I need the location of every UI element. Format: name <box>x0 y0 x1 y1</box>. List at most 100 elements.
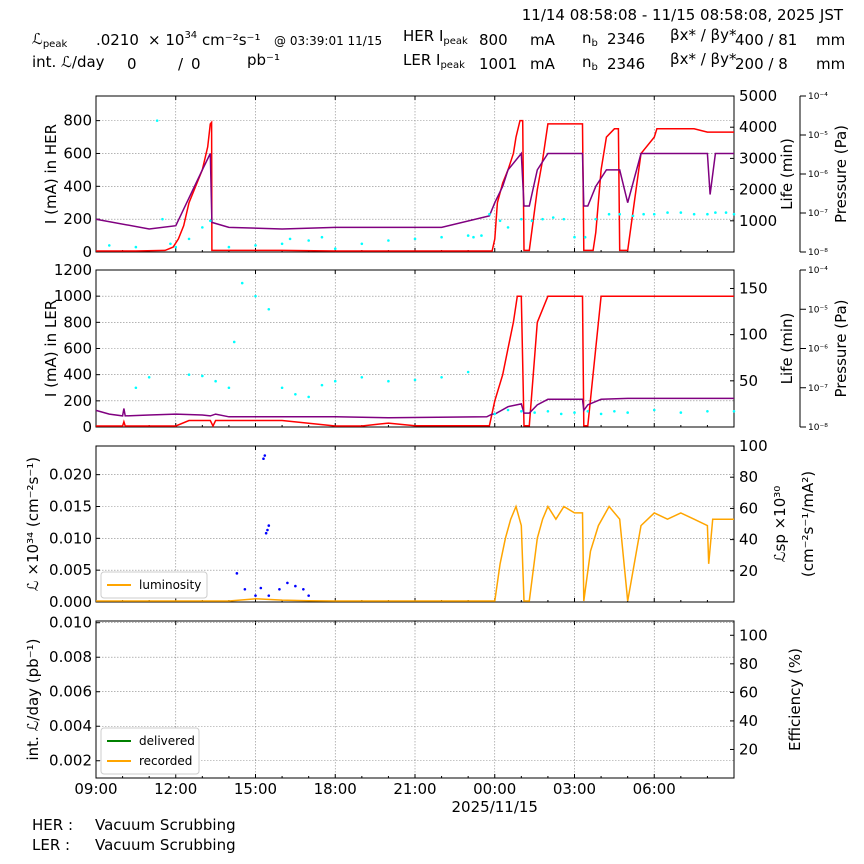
data-point-specific <box>267 524 271 527</box>
y-tick-label: 1000 <box>54 287 92 305</box>
y2-tick-label: 80 <box>739 468 758 486</box>
y-tick-label: 0.015 <box>49 497 92 515</box>
data-point-pressure <box>307 239 310 242</box>
data-point-pressure <box>254 244 257 247</box>
y2-axis-label: ℒsp ×10³⁰ <box>771 486 789 563</box>
series-line-life <box>95 151 734 230</box>
intl-value2: 0 <box>191 55 201 73</box>
data-point-pressure <box>541 217 544 221</box>
y-tick-label: 600 <box>63 340 92 358</box>
her-beta-value: 400 / 81 <box>735 31 798 49</box>
data-point-pressure <box>288 237 292 241</box>
data-point-pressure <box>280 242 284 246</box>
y-tick-label: 800 <box>63 313 92 331</box>
data-point-pressure <box>498 219 502 223</box>
x-tick-label: 15:00 <box>234 780 277 798</box>
data-point-specific <box>266 528 269 532</box>
legend-label: recorded <box>139 754 192 768</box>
data-point-pressure <box>267 307 271 311</box>
y2-axis-label: (cm⁻²s⁻¹/mA²) <box>799 471 817 577</box>
her-nb-label: nb <box>582 29 598 49</box>
data-point-pressure <box>134 245 138 249</box>
y-tick-label: 0 <box>82 418 92 436</box>
x-tick-label: 18:00 <box>314 780 357 798</box>
lpeak-time: @ 03:39:01 11/15 <box>274 34 383 48</box>
ler-peak-value: 1001 <box>479 55 518 73</box>
ler-nb-label: nb <box>582 53 598 73</box>
data-point-pressure <box>583 235 587 239</box>
data-point-pressure <box>618 212 621 216</box>
data-point-pressure <box>440 235 443 239</box>
x-tick-label: 06:00 <box>633 780 676 798</box>
pressure-tick-label: 10⁻⁸ <box>808 248 828 258</box>
y-tick-label: 0.006 <box>49 683 92 701</box>
data-point-pressure <box>254 294 257 298</box>
x-tick-label: 00:00 <box>473 780 516 798</box>
y-tick-label: 1200 <box>54 261 92 279</box>
y-axis-label: I (mA) in LER <box>42 300 60 397</box>
y2-tick-label: 60 <box>739 683 758 701</box>
y-tick-label: 200 <box>63 210 92 228</box>
y2-tick-label: 2000 <box>739 181 777 199</box>
lpeak-unit: × 1034 cm⁻²s⁻¹ <box>148 30 261 49</box>
y2-axis-label: Efficiency (%) <box>786 648 804 751</box>
pressure-tick-label: 10⁻⁴ <box>808 92 828 102</box>
data-point-pressure <box>360 242 364 246</box>
data-point-pressure <box>533 411 536 414</box>
y-axis-label: ℒ ×10³⁴ (cm⁻²s⁻¹) <box>24 457 42 591</box>
her-beta-label: βx* / βy* <box>670 26 737 44</box>
ler-peak-label: LER Ipeak <box>403 51 465 71</box>
y2-tick-label: 20 <box>739 740 758 758</box>
her-status-label: HER : <box>32 816 74 834</box>
y-tick-label: 0 <box>82 243 92 261</box>
data-point-pressure <box>107 244 111 247</box>
y-tick-label: 0.000 <box>49 593 92 611</box>
data-point-pressure <box>520 217 523 221</box>
series-line-current <box>96 119 734 252</box>
intl-unit: pb⁻¹ <box>247 51 280 69</box>
y2-tick-label: 5000 <box>739 87 777 105</box>
data-point-pressure <box>666 211 669 214</box>
ler-status-label: LER : <box>32 836 71 854</box>
data-point-specific <box>263 454 267 457</box>
x-axis-date-label: 2025/11/15 <box>452 798 538 816</box>
data-point-pressure <box>586 410 590 413</box>
data-point-pressure <box>530 219 534 223</box>
data-point-pressure <box>613 410 616 413</box>
data-point-pressure <box>161 217 164 221</box>
y-tick-label: 0.010 <box>49 529 92 547</box>
data-point-specific <box>302 587 305 591</box>
data-point-pressure <box>599 412 603 416</box>
y-axis-label: I (mA) in HER <box>42 124 60 224</box>
data-point-pressure <box>506 226 510 229</box>
data-point-pressure <box>240 281 244 285</box>
data-point-pressure <box>169 242 172 246</box>
series-line-life <box>95 397 734 419</box>
data-point-pressure <box>155 119 159 122</box>
data-point-pressure <box>642 212 645 216</box>
lpeak-value: .0210 <box>96 31 139 49</box>
y2-tick-label: 80 <box>739 655 758 673</box>
y-tick-label: 0.008 <box>49 648 92 666</box>
data-point-specific <box>286 581 289 585</box>
data-point-specific <box>264 531 268 535</box>
data-point-pressure <box>488 212 491 216</box>
y2-tick-label: 20 <box>739 562 758 580</box>
ler-peak-unit: mA <box>530 55 555 73</box>
data-point-pressure <box>679 211 683 214</box>
pressure-tick-label: 10⁻⁶ <box>808 345 828 355</box>
data-point-pressure <box>607 212 611 216</box>
data-point-pressure <box>294 392 297 396</box>
data-point-pressure <box>472 235 475 239</box>
y2-tick-label: 1000 <box>739 212 777 230</box>
data-point-pressure <box>320 383 324 387</box>
data-point-pressure <box>594 217 598 221</box>
data-point-pressure <box>559 412 563 416</box>
data-point-pressure <box>631 214 635 218</box>
data-point-pressure <box>214 379 217 383</box>
her-peak-value: 800 <box>479 31 508 49</box>
y2-tick-label: 40 <box>739 531 758 549</box>
data-point-specific <box>259 586 263 590</box>
data-point-pressure <box>174 245 178 249</box>
data-point-pressure <box>413 378 417 382</box>
